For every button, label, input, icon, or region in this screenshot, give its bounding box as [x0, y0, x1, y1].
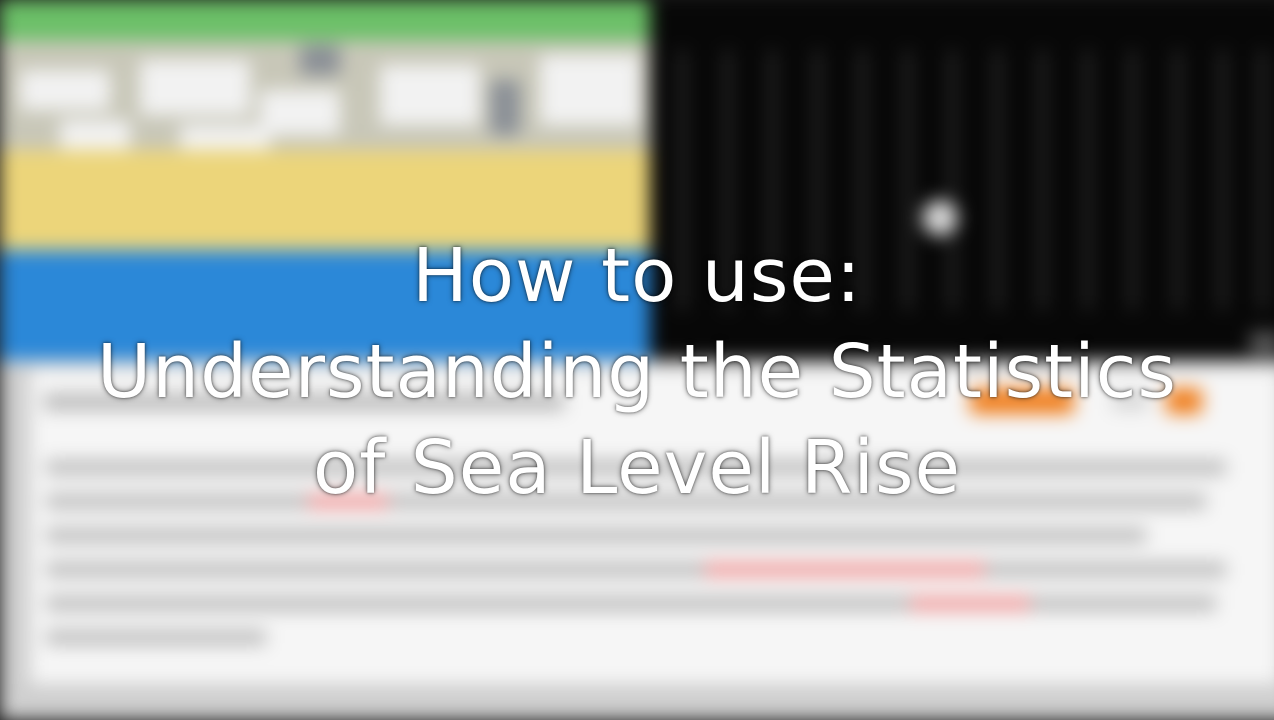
- title-line-1: How to use:: [412, 233, 862, 319]
- houses-row: [0, 40, 650, 155]
- gray-button[interactable]: [1112, 392, 1148, 410]
- info-panel: [0, 360, 1274, 720]
- sea-area: [0, 250, 650, 360]
- title-line-3: of Sea Level Rise: [312, 425, 962, 511]
- data-point-dot: [922, 200, 958, 236]
- beach-strip: [0, 150, 650, 250]
- panel-corner-button[interactable]: [1250, 332, 1274, 354]
- info-card: [30, 368, 1274, 684]
- title-line-2: Understanding the Statistics: [97, 329, 1177, 415]
- orange-small-button[interactable]: [1166, 388, 1202, 414]
- coastal-simulation-view: [0, 0, 650, 360]
- info-header: [44, 394, 564, 410]
- title-overlay: How to use: Understanding the Statistics…: [0, 228, 1274, 516]
- orange-action-button[interactable]: [970, 388, 1074, 414]
- grass-strip: [0, 0, 650, 45]
- histogram-panel: [650, 0, 1274, 360]
